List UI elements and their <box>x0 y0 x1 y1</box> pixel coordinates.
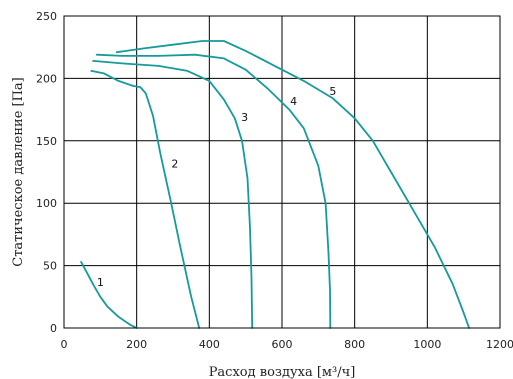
y-tick-label: 250 <box>36 10 57 23</box>
y-axis-title: Статическое давление [Па] <box>11 77 26 267</box>
series-line-2 <box>90 70 201 329</box>
y-tick-label: 0 <box>50 322 57 335</box>
x-tick-label: 200 <box>126 338 147 351</box>
series-label-3: 3 <box>241 111 248 124</box>
y-axis-ticks: 0 50 100 150 200 250 <box>36 10 57 335</box>
series-label-5: 5 <box>329 85 336 98</box>
x-tick-label: 800 <box>344 338 365 351</box>
plot-frame <box>63 15 501 329</box>
series-line-4 <box>95 53 332 329</box>
series-line-5 <box>115 40 470 329</box>
x-tick-label: 1000 <box>413 338 441 351</box>
series-line-3 <box>92 60 254 329</box>
x-axis-title: Расход воздуха [м³/ч] <box>209 365 356 379</box>
series-label-2: 2 <box>171 157 178 170</box>
series-label-1: 1 <box>97 276 104 289</box>
y-tick-label: 100 <box>36 197 57 210</box>
grid <box>63 15 501 329</box>
series-line-1 <box>80 261 138 329</box>
series-group <box>80 40 470 329</box>
series-label-4: 4 <box>290 95 297 108</box>
y-tick-label: 200 <box>36 72 57 85</box>
x-tick-label: 400 <box>199 338 220 351</box>
x-tick-label: 1200 <box>486 338 513 351</box>
y-tick-label: 150 <box>36 135 57 148</box>
y-tick-label: 50 <box>43 260 57 273</box>
series-labels: 1 2 3 4 5 <box>97 85 337 289</box>
x-tick-label: 600 <box>272 338 293 351</box>
x-axis-ticks: 0 200 400 600 800 1000 1200 <box>61 338 513 351</box>
x-tick-label: 0 <box>61 338 68 351</box>
